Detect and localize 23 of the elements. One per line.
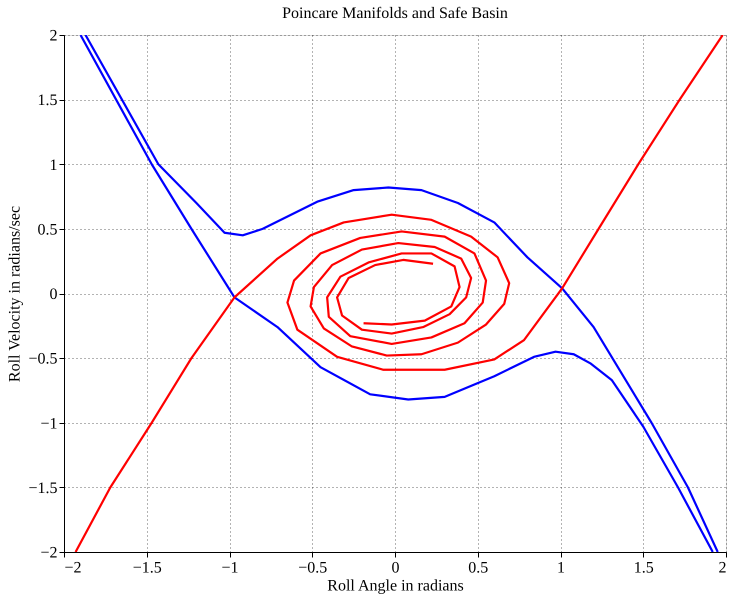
y-tick-label: −0.5 <box>28 350 58 368</box>
y-tick-label: 0.5 <box>38 221 58 238</box>
line-series <box>286 35 724 371</box>
x-tick-label: 0.5 <box>468 560 488 576</box>
y-tick-label: 1 <box>50 156 58 174</box>
y-tick-label: 0 <box>50 286 58 303</box>
x-axis-title: Roll Angle in radians <box>327 578 464 594</box>
y-tick-label: 2 <box>50 28 58 44</box>
y-axis-title: Roll Velocity in radians/sec <box>6 206 24 382</box>
x-tick-label: −0.5 <box>298 560 328 576</box>
line-series <box>74 214 510 552</box>
y-tick-label: −1 <box>40 415 58 432</box>
x-tick-label: 1.5 <box>634 560 654 576</box>
y-tick-label: −1.5 <box>28 480 58 497</box>
x-tick-label: −1 <box>221 560 239 576</box>
y-tick-label: −2 <box>40 544 58 562</box>
y-tick-label: 1.5 <box>38 92 58 110</box>
chart-title: Poincare Manifolds and Safe Basin <box>282 5 508 22</box>
x-tick-label: −1.5 <box>132 560 162 576</box>
x-tick-label: 0 <box>392 560 400 576</box>
x-tick-label: 1 <box>557 560 565 576</box>
x-tick-label: 2 <box>718 560 726 576</box>
x-tick-label: −2 <box>64 560 82 576</box>
